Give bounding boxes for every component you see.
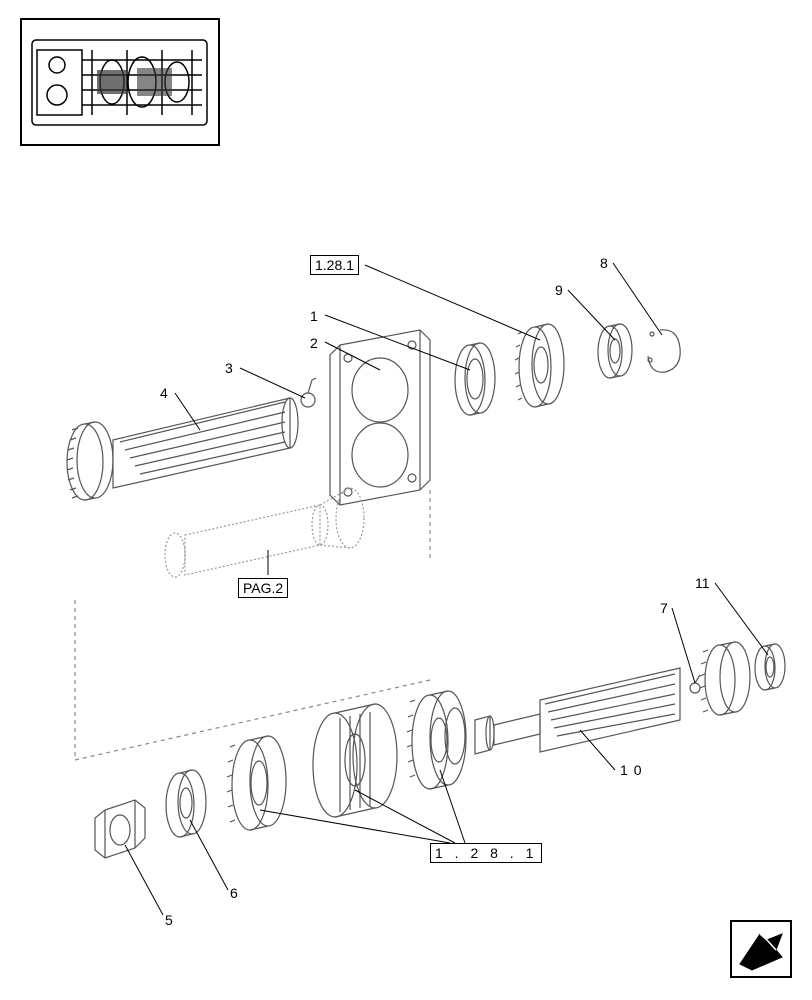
exploded-diagram: [0, 0, 812, 1000]
callout-text: 9: [555, 282, 563, 298]
callout-2: 2: [310, 335, 318, 351]
lower-gear-1: [227, 736, 286, 830]
bearing-1: [455, 343, 495, 415]
pag-2-label: PAG.2: [238, 578, 288, 598]
lower-shaft-10: [475, 642, 750, 754]
callout-text: 1: [310, 308, 318, 324]
callout-text: 10: [620, 762, 648, 778]
callout-text: 7: [660, 600, 668, 616]
callout-6: 6: [230, 885, 238, 901]
callout-text: 3: [225, 360, 233, 376]
callout-11: 11: [695, 575, 710, 591]
ball-pin-3: [301, 378, 316, 407]
callout-3: 3: [225, 360, 233, 376]
upper-shaft-4: [67, 398, 298, 500]
callout-7: 7: [660, 600, 668, 616]
ref-label-1-28-1-bottom: 1 . 2 8 . 1: [430, 843, 542, 863]
callout-10: 10: [620, 762, 648, 778]
callout-9: 9: [555, 282, 563, 298]
ref-label-text: 1.28.1: [315, 257, 354, 273]
lower-gear-2: [407, 691, 466, 789]
leader-lines: [125, 263, 768, 915]
ref-label-1-28-1-top: 1.28.1: [310, 255, 359, 275]
bearing-6: [166, 770, 206, 837]
callout-text: 2: [310, 335, 318, 351]
callout-text: 4: [160, 385, 168, 401]
nut-5: [95, 800, 145, 858]
page-arrow-icon: [732, 922, 790, 976]
bearing-9: [598, 324, 632, 378]
next-page-icon-box[interactable]: [730, 920, 792, 978]
pag-label-text: PAG.2: [243, 580, 283, 596]
snap-ring-8: [648, 330, 680, 372]
ghost-shaft-pag2: [165, 488, 364, 577]
callout-text: 6: [230, 885, 238, 901]
callout-4: 4: [160, 385, 168, 401]
callout-text: 11: [695, 575, 710, 591]
callout-text: 8: [600, 255, 608, 271]
callout-1: 1: [310, 308, 318, 324]
plate-2: [330, 330, 430, 505]
synchronizer-hub: [313, 704, 397, 817]
callout-text: 5: [165, 912, 173, 928]
callout-8: 8: [600, 255, 608, 271]
bearing-11: [755, 644, 785, 690]
callout-5: 5: [165, 912, 173, 928]
ref-label-text: 1 . 2 8 . 1: [435, 845, 537, 861]
gear-ref-top: [515, 324, 564, 407]
